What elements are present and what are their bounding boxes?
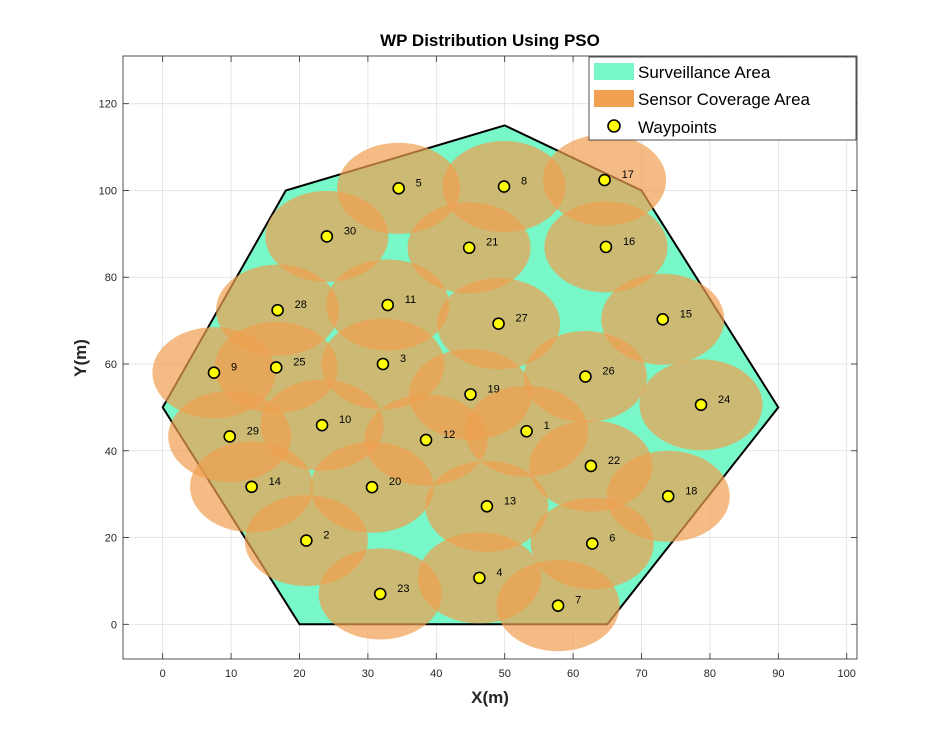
y-axis-label: Y(m) — [71, 339, 90, 377]
waypoint-marker-28 — [271, 303, 284, 317]
waypoint-label-7: 7 — [575, 595, 581, 607]
legend-swatch-surveillance — [594, 63, 634, 80]
waypoint-label-30: 30 — [344, 225, 356, 237]
legend-label-waypoints: Waypoints — [638, 118, 717, 137]
waypoint-label-11: 11 — [405, 294, 416, 306]
waypoints-layer: 1234567891011121314151617181920212223242… — [207, 169, 730, 612]
waypoint-marker-29 — [223, 430, 237, 443]
y-tick-label: 100 — [99, 185, 117, 197]
waypoint-marker-23 — [373, 587, 387, 601]
chart-title: WP Distribution Using PSO — [380, 31, 600, 50]
waypoint-label-21: 21 — [486, 237, 498, 249]
waypoint-marker-6 — [585, 537, 599, 550]
y-tick-label: 20 — [105, 533, 117, 545]
waypoint-label-23: 23 — [397, 583, 409, 595]
waypoint-label-9: 9 — [231, 362, 237, 374]
waypoint-label-22: 22 — [608, 455, 620, 467]
waypoint-marker-2 — [300, 534, 313, 547]
waypoint-marker-17 — [598, 173, 611, 187]
waypoint-label-14: 14 — [269, 476, 281, 488]
waypoint-label-5: 5 — [416, 177, 422, 189]
waypoint-label-26: 26 — [602, 366, 614, 378]
x-axis-label: X(m) — [471, 688, 509, 707]
waypoint-label-24: 24 — [718, 394, 730, 406]
waypoint-label-25: 25 — [293, 356, 305, 368]
waypoint-label-12: 12 — [443, 429, 455, 441]
x-tick-label: 80 — [704, 668, 716, 680]
legend: Surveillance Area Sensor Coverage Area W… — [588, 56, 857, 141]
x-tick-label: 70 — [635, 668, 647, 680]
x-tick-label: 0 — [160, 668, 166, 680]
waypoint-marker-25 — [269, 361, 283, 374]
waypoint-label-29: 29 — [247, 425, 259, 437]
waypoint-label-19: 19 — [488, 383, 500, 395]
waypoint-label-3: 3 — [400, 353, 406, 365]
x-tick-label: 90 — [772, 668, 784, 680]
legend-marker-waypoint — [607, 119, 621, 133]
waypoint-marker-4 — [473, 571, 486, 585]
waypoint-marker-7 — [551, 599, 565, 612]
waypoint-marker-16 — [599, 240, 613, 254]
x-tick-label: 10 — [225, 668, 237, 680]
waypoint-label-1: 1 — [544, 420, 550, 432]
y-tick-label: 120 — [99, 99, 117, 111]
x-tick-label: 40 — [430, 668, 442, 680]
x-tick-label: 30 — [362, 668, 374, 680]
waypoint-marker-27 — [492, 317, 505, 330]
waypoint-label-10: 10 — [339, 414, 351, 426]
waypoint-marker-24 — [694, 398, 708, 412]
legend-label-surveillance: Surveillance Area — [638, 63, 771, 82]
waypoint-marker-1 — [520, 424, 533, 438]
waypoint-marker-13 — [480, 499, 494, 513]
waypoint-label-2: 2 — [323, 530, 329, 542]
waypoint-label-18: 18 — [685, 485, 697, 497]
y-tick-label: 60 — [105, 359, 117, 371]
waypoint-marker-21 — [462, 241, 476, 255]
waypoint-label-28: 28 — [295, 299, 307, 311]
waypoint-marker-19 — [464, 388, 477, 401]
x-tick-label: 50 — [499, 668, 511, 680]
x-tick-label: 60 — [567, 668, 579, 680]
waypoint-marker-26 — [579, 370, 592, 383]
y-tick-label: 40 — [105, 446, 117, 458]
waypoint-marker-18 — [661, 490, 675, 503]
waypoint-marker-12 — [419, 433, 433, 447]
waypoint-label-6: 6 — [609, 533, 615, 545]
x-tick-label: 20 — [293, 668, 305, 680]
legend-label-sensor: Sensor Coverage Area — [638, 90, 811, 109]
waypoint-label-13: 13 — [504, 495, 516, 507]
y-tick-label: 80 — [105, 272, 117, 284]
waypoint-label-20: 20 — [389, 476, 401, 488]
waypoint-label-17: 17 — [622, 169, 634, 181]
waypoint-label-8: 8 — [521, 176, 527, 188]
waypoint-marker-30 — [320, 230, 334, 243]
waypoint-marker-10 — [315, 418, 329, 432]
waypoint-marker-9 — [207, 366, 221, 379]
waypoint-marker-15 — [656, 313, 670, 326]
legend-swatch-sensor — [594, 90, 634, 107]
waypoint-marker-5 — [392, 182, 405, 195]
y-tick-label: 0 — [111, 619, 117, 631]
waypoint-marker-20 — [365, 480, 379, 494]
waypoint-label-4: 4 — [496, 567, 502, 579]
waypoint-label-16: 16 — [623, 236, 635, 248]
waypoint-label-27: 27 — [516, 313, 528, 325]
waypoint-marker-14 — [245, 480, 258, 494]
waypoint-marker-3 — [376, 357, 390, 371]
plot-box — [122, 55, 858, 660]
waypoint-marker-11 — [381, 298, 395, 312]
waypoint-marker-8 — [497, 180, 511, 193]
x-tick-label: 100 — [838, 668, 856, 680]
waypoint-label-15: 15 — [680, 308, 692, 320]
waypoint-marker-22 — [584, 459, 598, 473]
